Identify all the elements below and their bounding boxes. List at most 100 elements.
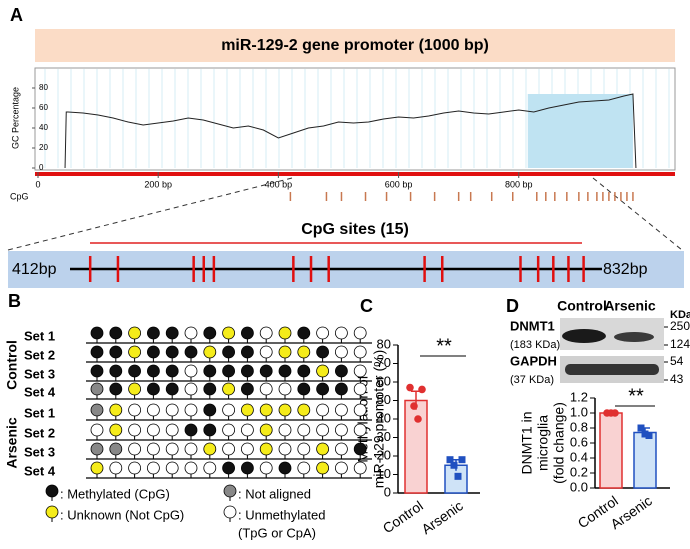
cpg-circle [184,442,198,456]
y-axis-label: microglia [535,415,551,471]
y-tick-label: 0.0 [570,479,588,494]
panel-label: D [506,296,519,316]
cpg-row-label: CpG [10,191,29,201]
cpg-circle [240,461,254,475]
cpg-circle [90,382,104,396]
cpg-circle [240,364,254,378]
cpg-circle [278,382,292,396]
cpg-circle [222,382,236,396]
cpg-circle [240,403,254,417]
y-tick-label: 0.2 [570,464,588,479]
data-point [637,424,645,432]
cpg-circle [316,382,330,396]
gc-line [64,93,637,169]
cpg-circle [334,442,348,456]
data-point [458,456,466,464]
zoom-start: 412bp [12,261,57,278]
cpg-circle [297,423,311,437]
cpg-circle [90,364,104,378]
cpg-circle [165,364,179,378]
marker-label: 124 [670,337,690,351]
cpg-circle [128,382,142,396]
cpg-circle [222,326,236,340]
cpg-circle [90,345,104,359]
cpg-circle [90,423,104,437]
zoom-end: 832bp [603,261,648,278]
bar [404,399,428,494]
legend-label: : Unknown (Not CpG) [60,507,184,522]
title-banner [35,29,675,62]
cpg-circle [146,403,160,417]
cpg-circle [184,403,198,417]
cpg-circle [184,382,198,396]
cpg-circle [128,461,142,475]
cpg-circle [278,442,292,456]
y-tick-label: 60 [39,103,48,112]
cpg-circle [334,345,348,359]
cpg-circle [184,423,198,437]
cpg-circle [128,345,142,359]
cpg-circle [184,461,198,475]
data-point [611,409,619,417]
cpg-circle [259,364,273,378]
cpg-circle [259,326,273,340]
legend-label: : Methylated (CpG) [60,486,170,501]
cpg-circle [203,364,217,378]
cpg-circle [146,364,160,378]
x-tick-label: 200 bp [144,179,172,189]
cpg-circle [297,442,311,456]
x-tick-label: 0 [35,179,40,189]
cpg-circle [109,326,123,340]
cpg-circle [353,423,367,437]
cpg-circle [334,423,348,437]
cpg-circle [240,442,254,456]
cpg-circle [278,326,292,340]
data-point [418,385,426,394]
group-label: Control [4,340,20,390]
set-label: Set 2 [24,425,55,440]
cpg-circle [90,461,104,475]
group-label: Arsenic [4,417,20,469]
blot-band [565,364,659,375]
cpg-circle [334,326,348,340]
data-point [450,461,458,469]
cpg-circle [316,442,330,456]
cpg-circle [109,345,123,359]
bar [599,412,623,489]
data-point [641,430,649,438]
cpg-circle [203,403,217,417]
cpg-circle [353,403,367,417]
y-tick-label: 10 [377,466,391,481]
cpg-circle [146,382,160,396]
cpg-circle [353,461,367,475]
set-label: Set 3 [24,444,55,459]
panel-label: A [10,5,23,25]
cpg-circle [203,423,217,437]
cpg-circle [259,442,273,456]
cpg-circle [278,345,292,359]
panel-label: C [360,296,373,316]
band-size: (183 KDa) [510,339,560,351]
cpg-circle [334,403,348,417]
y-tick-label: 0 [39,163,44,172]
cpg-circle [146,423,160,437]
significance: ** [628,385,644,407]
blot-band [562,329,606,343]
cpg-circle [222,423,236,437]
cpg-circle [165,326,179,340]
cpg-circle [316,364,330,378]
cpg-circle [278,364,292,378]
y-tick-label: 60 [377,373,391,388]
cpg-circle [184,364,198,378]
y-axis-label: miR-129 promoter (%) [371,350,387,488]
data-point [414,415,422,423]
cpg-circle [128,364,142,378]
cpg-circle [353,345,367,359]
cpg-circle [165,382,179,396]
cpg-circle [203,345,217,359]
cpg-circle [240,326,254,340]
cpg-circle [223,484,237,498]
cpg-circle [240,423,254,437]
blot-unit: KDa [670,309,690,321]
blot-column: Control [557,298,607,314]
